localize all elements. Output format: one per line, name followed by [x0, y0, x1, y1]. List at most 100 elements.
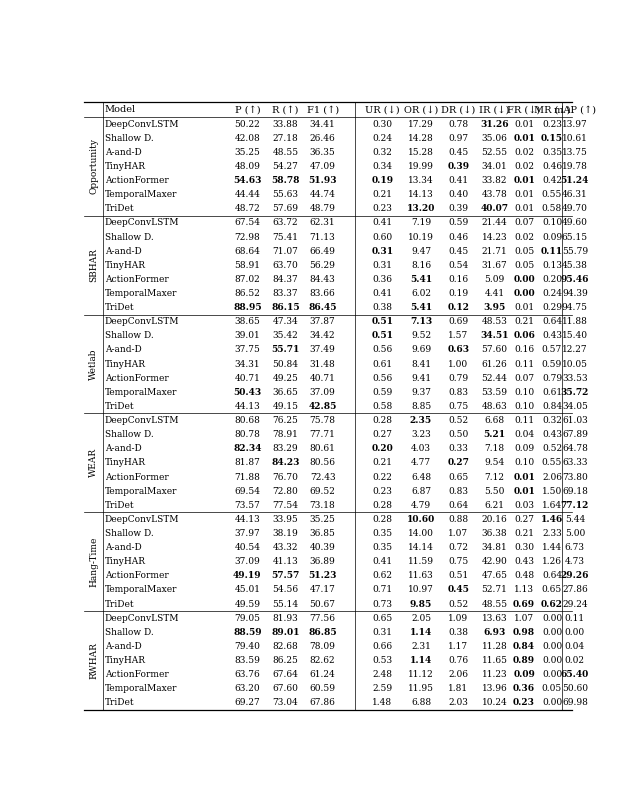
Text: 0.88: 0.88 — [448, 515, 468, 524]
Text: ActionFormer: ActionFormer — [105, 176, 168, 185]
Text: 6.48: 6.48 — [411, 472, 431, 481]
Text: 11.88: 11.88 — [562, 318, 588, 326]
Text: 79.05: 79.05 — [234, 614, 260, 622]
Text: 3.95: 3.95 — [483, 303, 506, 312]
Text: 0.01: 0.01 — [514, 190, 534, 199]
Text: 5.09: 5.09 — [484, 275, 505, 284]
Text: 33.53: 33.53 — [562, 374, 588, 383]
Text: 8.16: 8.16 — [411, 261, 431, 269]
Text: TinyHAR: TinyHAR — [105, 557, 146, 566]
Text: 80.78: 80.78 — [234, 430, 260, 439]
Text: 69.52: 69.52 — [310, 487, 335, 496]
Text: 0.04: 0.04 — [564, 642, 585, 651]
Text: 0.10: 0.10 — [542, 218, 562, 228]
Text: 0.00: 0.00 — [513, 275, 535, 284]
Text: 9.54: 9.54 — [484, 459, 505, 468]
Text: 76.70: 76.70 — [273, 472, 298, 481]
Text: TriDet: TriDet — [105, 303, 134, 312]
Text: 40.54: 40.54 — [234, 543, 260, 552]
Text: 64.78: 64.78 — [562, 444, 588, 453]
Text: A-and-D: A-and-D — [105, 444, 141, 453]
Text: 0.23: 0.23 — [513, 699, 535, 707]
Text: 1.17: 1.17 — [448, 642, 468, 651]
Text: 7.18: 7.18 — [484, 444, 505, 453]
Text: 82.62: 82.62 — [310, 656, 335, 665]
Text: 0.32: 0.32 — [372, 148, 392, 157]
Text: 73.57: 73.57 — [234, 500, 260, 510]
Text: 0.00: 0.00 — [513, 289, 535, 298]
Text: 1.81: 1.81 — [448, 684, 468, 693]
Text: 14.23: 14.23 — [482, 233, 508, 241]
Text: Shallow D.: Shallow D. — [105, 430, 154, 439]
Text: 1.50: 1.50 — [542, 487, 562, 496]
Text: 0.64: 0.64 — [448, 500, 468, 510]
Text: 0.59: 0.59 — [542, 359, 562, 369]
Text: 51.24: 51.24 — [561, 176, 589, 185]
Text: 1.14: 1.14 — [410, 656, 432, 665]
Text: 9.85: 9.85 — [410, 600, 432, 609]
Text: ActionFormer: ActionFormer — [105, 670, 168, 679]
Text: 67.54: 67.54 — [234, 218, 260, 228]
Text: 86.25: 86.25 — [273, 656, 298, 665]
Text: 49.70: 49.70 — [562, 205, 588, 213]
Text: 0.34: 0.34 — [372, 162, 392, 171]
Text: 0.39: 0.39 — [448, 205, 468, 213]
Text: 10.19: 10.19 — [408, 233, 434, 241]
Text: 67.86: 67.86 — [310, 699, 335, 707]
Text: 0.24: 0.24 — [372, 134, 392, 143]
Text: 61.03: 61.03 — [562, 416, 588, 425]
Text: 0.09: 0.09 — [514, 444, 534, 453]
Text: DeepConvLSTM: DeepConvLSTM — [105, 614, 179, 622]
Text: 6.02: 6.02 — [411, 289, 431, 298]
Text: 0.27: 0.27 — [514, 515, 534, 524]
Text: 40.07: 40.07 — [481, 205, 509, 213]
Text: 0.11: 0.11 — [514, 416, 534, 425]
Text: 2.33: 2.33 — [542, 529, 562, 538]
Text: 77.12: 77.12 — [561, 500, 589, 510]
Text: 69.98: 69.98 — [562, 699, 588, 707]
Text: DeepConvLSTM: DeepConvLSTM — [105, 416, 179, 425]
Text: 39.01: 39.01 — [234, 331, 260, 340]
Text: 0.10: 0.10 — [514, 402, 534, 411]
Text: 9.69: 9.69 — [411, 346, 431, 354]
Text: 7.19: 7.19 — [411, 218, 431, 228]
Text: 73.80: 73.80 — [562, 472, 588, 481]
Text: 0.40: 0.40 — [448, 190, 468, 199]
Text: 15.28: 15.28 — [408, 148, 434, 157]
Text: 55.79: 55.79 — [562, 247, 588, 256]
Text: 29.26: 29.26 — [561, 571, 589, 581]
Text: 19.78: 19.78 — [562, 162, 588, 171]
Text: 33.82: 33.82 — [482, 176, 508, 185]
Text: 0.02: 0.02 — [514, 162, 534, 171]
Text: 8.41: 8.41 — [411, 359, 431, 369]
Text: 75.78: 75.78 — [310, 416, 335, 425]
Text: 0.04: 0.04 — [514, 430, 534, 439]
Text: TriDet: TriDet — [105, 402, 134, 411]
Text: Wetlab: Wetlab — [89, 348, 98, 380]
Text: 71.07: 71.07 — [273, 247, 298, 256]
Text: 69.18: 69.18 — [562, 487, 588, 496]
Text: 37.75: 37.75 — [234, 346, 260, 354]
Text: 1.00: 1.00 — [448, 359, 468, 369]
Text: 0.79: 0.79 — [542, 374, 562, 383]
Text: DeepConvLSTM: DeepConvLSTM — [105, 515, 179, 524]
Text: 50.67: 50.67 — [310, 600, 335, 609]
Text: 0.46: 0.46 — [542, 162, 562, 171]
Text: 0.79: 0.79 — [448, 374, 468, 383]
Text: 11.59: 11.59 — [408, 557, 434, 566]
Text: 81.87: 81.87 — [234, 459, 260, 468]
Text: 0.01: 0.01 — [513, 472, 535, 481]
Text: 5.41: 5.41 — [410, 275, 432, 284]
Text: A-and-D: A-and-D — [105, 346, 141, 354]
Text: 95.46: 95.46 — [561, 275, 589, 284]
Text: 61.26: 61.26 — [482, 359, 508, 369]
Text: 86.45: 86.45 — [308, 303, 337, 312]
Text: 50.22: 50.22 — [234, 119, 260, 128]
Text: 34.42: 34.42 — [310, 331, 335, 340]
Text: A-and-D: A-and-D — [105, 543, 141, 552]
Text: 7.12: 7.12 — [484, 472, 504, 481]
Text: 12.27: 12.27 — [562, 346, 588, 354]
Text: 0.69: 0.69 — [513, 600, 535, 609]
Text: 2.06: 2.06 — [448, 670, 468, 679]
Text: 7.13: 7.13 — [410, 318, 432, 326]
